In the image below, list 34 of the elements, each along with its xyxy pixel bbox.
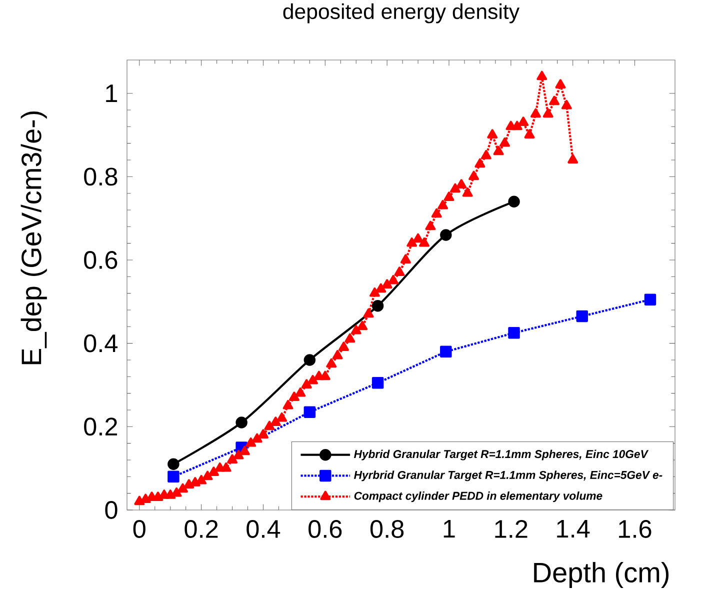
x-tick-label: 1.2 — [495, 520, 528, 538]
legend-label: Hybrid Granular Target R=1.1mm Spheres, Einc 10GeV — [354, 450, 649, 460]
x-tick-label: 0.4 — [246, 520, 280, 538]
point — [304, 406, 316, 418]
y-tick-label: 0.6 — [84, 251, 118, 269]
x-tick-label: 1.4 — [557, 520, 590, 538]
chart-title: deposited energy density — [283, 3, 520, 24]
point — [508, 196, 520, 208]
x-axis-title: Depth (cm) — [534, 562, 669, 588]
y-axis-title: E_dep (GeV/cm3/e-) — [20, 111, 47, 364]
y-tick-label: 0 — [105, 501, 118, 519]
point — [168, 458, 180, 470]
legend-label: Compact cylinder PEDD in elementary volume — [354, 492, 602, 502]
point — [372, 377, 384, 389]
point — [508, 327, 520, 339]
legend-label: Hyrbrid Granular Target R=1.1mm Spheres, Einc=5GeV e- — [354, 470, 662, 482]
x-tick-label: 0 — [133, 520, 146, 538]
x-tick-label: 0.2 — [184, 520, 218, 538]
y-tick-label: 0.2 — [84, 418, 118, 436]
point — [644, 294, 656, 306]
x-tick-label: 0.8 — [370, 520, 404, 538]
point — [304, 354, 316, 366]
x-tick-label: 1.6 — [619, 520, 652, 538]
y-tick-label: 0.4 — [84, 334, 118, 352]
y-tick-label: 1 — [106, 84, 118, 102]
point — [440, 346, 452, 358]
y-tick-label: 0.8 — [84, 168, 118, 186]
x-tick-label: 0.6 — [308, 520, 342, 538]
point — [236, 416, 248, 428]
point — [576, 310, 588, 322]
point — [168, 470, 180, 483]
x-tick-label: 1 — [444, 520, 455, 538]
point — [372, 300, 384, 312]
point — [440, 229, 452, 241]
